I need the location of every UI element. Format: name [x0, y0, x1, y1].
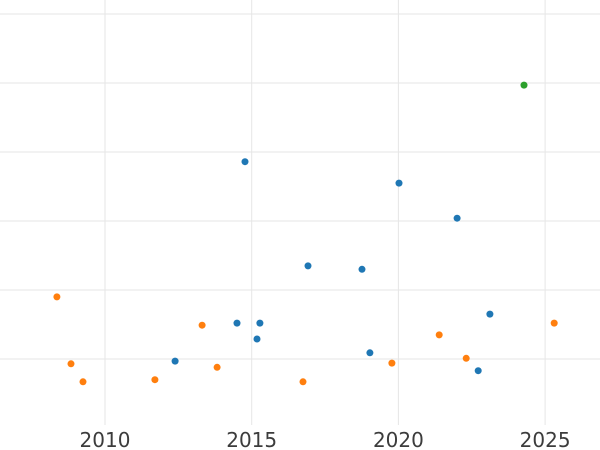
data-point-blue	[256, 319, 264, 327]
data-point-blue	[474, 367, 482, 375]
x-tick-label-2020: 2020	[373, 428, 424, 450]
data-point-orange	[213, 363, 221, 371]
x-tick-label-2025: 2025	[520, 428, 571, 450]
data-point-blue	[171, 357, 179, 365]
data-point-orange	[435, 331, 443, 339]
data-point-blue	[395, 179, 403, 187]
data-point-green	[520, 81, 528, 89]
gridlines-group	[0, 0, 600, 425]
data-point-orange	[198, 321, 206, 329]
x-tick-label-2010: 2010	[80, 428, 131, 450]
data-point-blue	[253, 335, 261, 343]
data-point-blue	[366, 349, 374, 357]
x-axis-tick-labels-group: 2010 2015 2020 2025	[80, 428, 571, 450]
data-point-blue	[304, 262, 312, 270]
data-points-group	[53, 81, 558, 386]
data-point-orange	[550, 319, 558, 327]
data-point-blue	[233, 319, 241, 327]
data-point-orange	[151, 376, 159, 384]
data-point-orange	[79, 378, 87, 386]
data-point-orange	[462, 354, 470, 362]
data-point-blue	[453, 214, 461, 222]
data-point-orange	[53, 293, 61, 301]
data-point-blue	[486, 310, 494, 318]
data-point-blue	[358, 265, 366, 273]
data-point-orange	[299, 378, 307, 386]
data-point-orange	[67, 360, 75, 368]
data-point-orange	[388, 359, 396, 367]
x-tick-label-2015: 2015	[226, 428, 277, 450]
data-point-blue	[241, 158, 249, 166]
